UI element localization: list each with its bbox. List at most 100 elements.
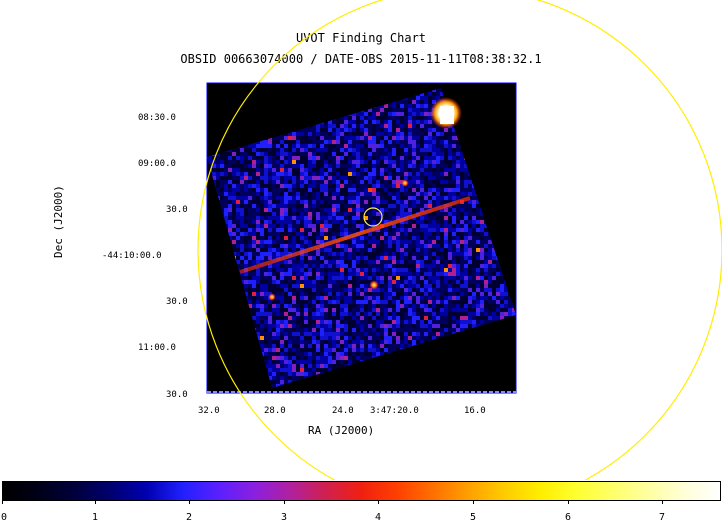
noise-pixel <box>400 288 404 292</box>
noise-pixel <box>388 108 392 112</box>
noise-pixel <box>284 300 288 304</box>
noise-pixel <box>324 192 328 196</box>
noise-pixel <box>432 96 436 100</box>
noise-pixel <box>472 196 476 200</box>
noise-pixel <box>504 300 508 304</box>
noise-pixel <box>408 140 412 144</box>
noise-pixel <box>344 280 348 284</box>
noise-pixel <box>296 264 300 268</box>
noise-pixel <box>260 192 264 196</box>
noise-pixel <box>436 248 440 252</box>
noise-pixel <box>264 276 268 280</box>
noise-pixel <box>412 160 416 164</box>
noise-pixel <box>276 212 280 216</box>
noise-pixel <box>384 280 388 284</box>
noise-pixel <box>368 300 372 304</box>
noise-pixel <box>400 140 404 144</box>
noise-pixel <box>328 328 332 332</box>
noise-pixel <box>500 288 504 292</box>
noise-pixel <box>360 280 364 284</box>
noise-pixel <box>452 132 456 136</box>
noise-pixel <box>372 200 376 204</box>
noise-pixel <box>364 172 368 176</box>
noise-pixel <box>416 256 420 260</box>
noise-pixel <box>384 196 388 200</box>
noise-pixel <box>292 216 296 220</box>
noise-pixel <box>288 288 292 292</box>
noise-pixel <box>452 324 456 328</box>
noise-pixel <box>436 192 440 196</box>
noise-pixel <box>412 292 416 296</box>
noise-pixel <box>264 188 268 192</box>
noise-pixel <box>280 312 284 316</box>
noise-pixel <box>300 200 304 204</box>
noise-pixel <box>264 196 268 200</box>
noise-pixel <box>500 276 504 280</box>
noise-pixel <box>276 288 280 292</box>
noise-pixel <box>444 180 448 184</box>
noise-pixel <box>368 244 372 248</box>
noise-pixel <box>320 272 324 276</box>
noise-pixel <box>364 292 368 296</box>
noise-pixel <box>268 220 272 224</box>
noise-pixel <box>488 316 492 320</box>
noise-pixel <box>368 240 372 244</box>
noise-pixel <box>316 224 320 228</box>
noise-pixel <box>300 328 304 332</box>
noise-pixel <box>404 116 408 120</box>
noise-pixel <box>416 272 420 276</box>
noise-pixel <box>392 284 396 288</box>
noise-pixel <box>428 168 432 172</box>
noise-pixel <box>360 316 364 320</box>
noise-pixel <box>408 272 412 276</box>
noise-pixel <box>384 172 388 176</box>
noise-pixel <box>316 172 320 176</box>
noise-pixel <box>472 240 476 244</box>
noise-pixel <box>412 156 416 160</box>
noise-pixel <box>288 152 292 156</box>
noise-pixel <box>456 324 460 328</box>
noise-pixel <box>436 232 440 236</box>
noise-pixel <box>460 300 464 304</box>
noise-pixel <box>324 188 328 192</box>
noise-pixel <box>356 264 360 268</box>
noise-pixel <box>436 308 440 312</box>
noise-pixel <box>300 260 304 264</box>
noise-pixel <box>296 192 300 196</box>
noise-pixel <box>400 100 404 104</box>
noise-pixel <box>332 276 336 280</box>
noise-pixel <box>372 192 376 196</box>
noise-pixel <box>268 156 272 160</box>
noise-pixel <box>360 140 364 144</box>
noise-pixel <box>324 184 328 188</box>
noise-pixel <box>284 144 288 148</box>
noise-pixel <box>300 132 304 136</box>
noise-pixel <box>384 108 388 112</box>
noise-pixel <box>416 268 420 272</box>
noise-pixel <box>336 208 340 212</box>
noise-pixel <box>436 324 440 328</box>
noise-pixel <box>296 312 300 316</box>
noise-pixel <box>300 164 304 168</box>
noise-pixel <box>352 288 356 292</box>
noise-pixel <box>440 304 444 308</box>
noise-pixel <box>392 272 396 276</box>
noise-pixel <box>348 248 352 252</box>
noise-pixel <box>464 220 468 224</box>
noise-pixel <box>460 176 464 180</box>
noise-pixel <box>340 284 344 288</box>
noise-pixel <box>252 300 256 304</box>
noise-pixel <box>380 276 384 280</box>
noise-pixel <box>272 216 276 220</box>
noise-pixel <box>396 304 400 308</box>
noise-pixel <box>440 160 444 164</box>
noise-pixel <box>380 288 384 292</box>
noise-pixel <box>260 324 264 328</box>
noise-pixel <box>404 228 408 232</box>
noise-pixel <box>384 324 388 328</box>
noise-pixel <box>376 196 380 200</box>
noise-pixel <box>252 176 256 180</box>
noise-pixel <box>312 236 316 240</box>
noise-pixel <box>332 148 336 152</box>
noise-pixel <box>460 240 464 244</box>
